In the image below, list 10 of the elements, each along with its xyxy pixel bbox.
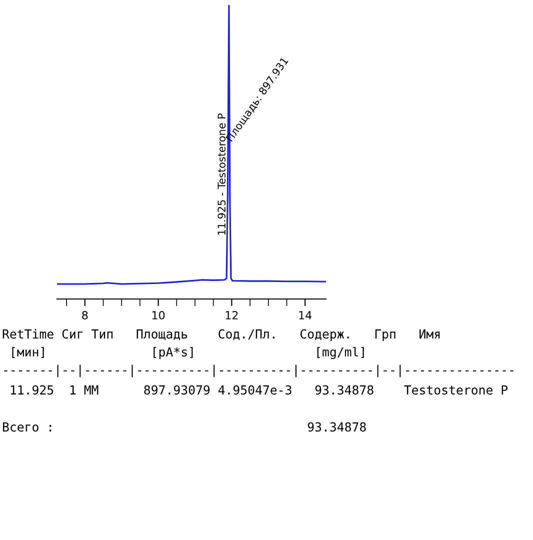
x-tick-label: 12 xyxy=(226,311,238,320)
text: Всего : 93.34878 xyxy=(3,422,366,432)
x-tick-label: 10 xyxy=(152,311,165,320)
x-tick-label: 14 xyxy=(299,311,312,320)
text: -------|--|------|----------|----------|----------|--|--------------- xyxy=(4,364,514,378)
text: 11.925 1 MM 897.93079 4.95047e-3 93.34878 Testosterone P xyxy=(10,385,508,395)
x-tick-label: 8 xyxy=(82,311,88,320)
text: RetTime Сиг Тип Площадь Сод./Пл. Содерж. Грп Имя xyxy=(2,329,440,342)
text: [мин] [pA*s] [mg/ml] xyxy=(12,346,364,360)
annotation: 11.925 - Testosterone P xyxy=(218,113,226,235)
